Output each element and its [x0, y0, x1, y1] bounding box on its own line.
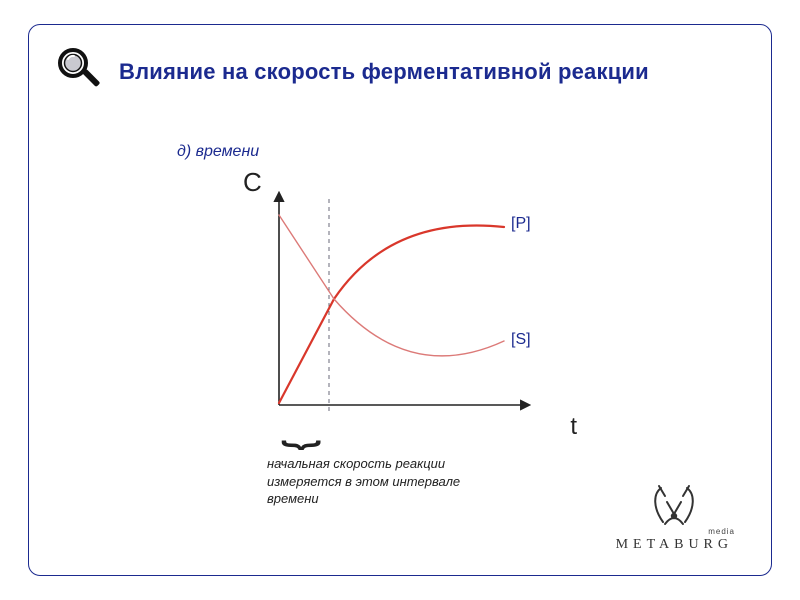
kinetics-chart: C t [P] [S] ⏟ начальная скорость реакции… [249, 175, 569, 435]
logo-icon [639, 482, 709, 530]
header: Влияние на скорость ферментативной реакц… [29, 25, 771, 100]
x-axis-label: t [570, 413, 577, 441]
logo-subtext: media [708, 527, 735, 536]
series-label-p: [P] [511, 215, 531, 233]
chart-svg [249, 175, 569, 435]
slide-title: Влияние на скорость ферментативной реакц… [119, 59, 649, 85]
logo-text: METABURG [616, 537, 733, 553]
slide-frame: Влияние на скорость ферментативной реакц… [28, 24, 772, 576]
series-label-s: [S] [511, 331, 531, 349]
brand-logo: METABURG media [616, 482, 733, 553]
interval-brace: ⏟ [281, 399, 321, 448]
y-axis-label: C [243, 167, 262, 198]
magnifier-icon [53, 43, 105, 100]
slide-subtitle: д) времени [177, 143, 259, 161]
interval-caption: начальная скорость реакции измеряется в … [267, 455, 467, 508]
